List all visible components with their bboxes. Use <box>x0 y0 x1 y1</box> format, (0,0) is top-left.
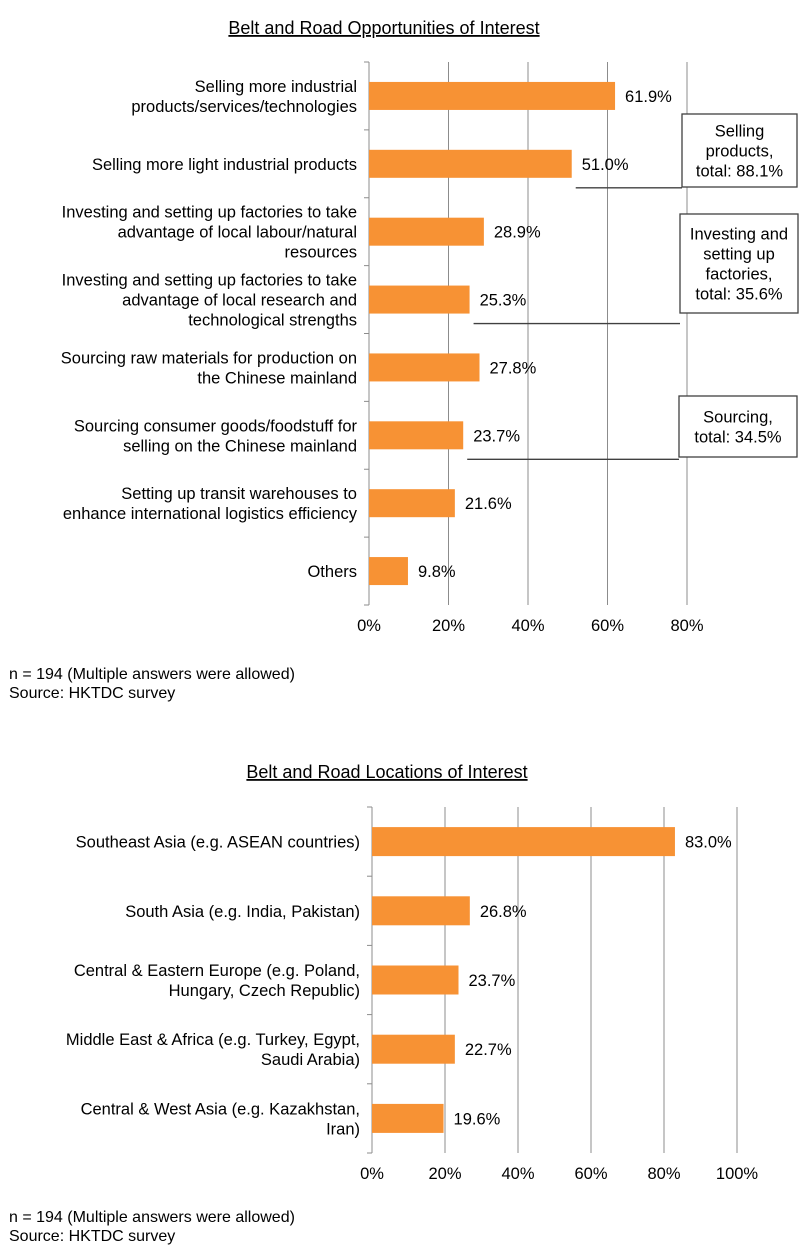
category-label-line: Iran) <box>326 1120 360 1138</box>
value-label: 23.7% <box>469 972 516 990</box>
category-label: Southeast Asia (e.g. ASEAN countries) <box>76 834 360 852</box>
x-tick-label: 40% <box>501 1165 534 1183</box>
x-tick-label: 80% <box>670 617 703 635</box>
category-label-line: technological strengths <box>188 312 357 330</box>
annotation-text: total: 35.6% <box>695 286 782 304</box>
category-label: Central & West Asia (e.g. Kazakhstan, Ira… <box>81 1100 360 1138</box>
category-label: Investing and setting up factories to ta… <box>62 272 357 330</box>
bar <box>372 827 675 857</box>
opportunities-sample-note: n = 194 (Multiple answers were allowed) <box>9 666 295 683</box>
annotation-text: products, <box>706 143 774 161</box>
value-label: 22.7% <box>465 1041 512 1059</box>
value-label: 19.6% <box>454 1110 501 1128</box>
locations-source-note: Source: HKTDC survey <box>9 1228 176 1245</box>
value-label: 25.3% <box>480 292 527 310</box>
category-label-line: enhance international logistics efficien… <box>63 505 358 523</box>
category-label: Selling more light industrial products <box>92 156 357 174</box>
annotation-text: total: 88.1% <box>696 163 783 181</box>
category-label-line: the Chinese mainland <box>197 369 357 387</box>
category-label-line: advantage of local labour/natural <box>118 224 357 242</box>
bar <box>372 896 470 926</box>
category-label-line: Sourcing consumer goods/foodstuff for <box>74 417 358 435</box>
locations-sample-note: n = 194 (Multiple answers were allowed) <box>9 1209 295 1226</box>
bar <box>369 489 455 518</box>
category-label-line: South Asia (e.g. India, Pakistan) <box>125 903 360 921</box>
x-tick-label: 0% <box>357 617 381 635</box>
chart-title: Belt and Road Locations of Interest <box>246 762 527 782</box>
category-label-line: Central & Eastern Europe (e.g. Poland, <box>74 962 360 980</box>
x-tick-label: 60% <box>591 617 624 635</box>
category-label: Middle East & Africa (e.g. Turkey, Egypt… <box>66 1031 360 1069</box>
annotation-text: Investing and <box>690 226 788 244</box>
category-label-line: selling on the Chinese mainland <box>123 437 357 455</box>
category-label: Central & Eastern Europe (e.g. Poland, Hu… <box>74 962 360 1000</box>
category-label-line: Hungary, Czech Republic) <box>169 982 360 1000</box>
annotation-box <box>678 395 798 458</box>
x-tick-label: 60% <box>574 1165 607 1183</box>
value-label: 28.9% <box>494 224 541 242</box>
value-label: 9.8% <box>418 563 456 581</box>
category-label: Setting up transit warehouses to enhance … <box>63 485 358 523</box>
locations-chart: Belt and Road Locations of Interest 0% 20%… <box>66 762 759 1183</box>
category-label-line: Investing and setting up factories to ta… <box>62 204 357 222</box>
bar <box>369 149 572 178</box>
category-label-line: Setting up transit warehouses to <box>121 485 357 503</box>
category-label-line: Others <box>307 563 357 581</box>
bar <box>369 557 408 586</box>
category-label-line: Middle East & Africa (e.g. Turkey, Egypt… <box>66 1031 360 1049</box>
category-label-line: Southeast Asia (e.g. ASEAN countries) <box>76 834 360 852</box>
annotation-text: total: 34.5% <box>694 429 781 447</box>
category-label-line: Central & West Asia (e.g. Kazakhstan, <box>81 1100 360 1118</box>
bar <box>372 965 459 995</box>
category-label-line: Sourcing raw materials for production on <box>61 349 357 367</box>
category-label: Selling more industrial products/services… <box>131 78 357 116</box>
opportunities-source-note: Source: HKTDC survey <box>9 685 176 702</box>
category-label: Others <box>307 563 357 581</box>
annotation-text: Selling <box>715 123 765 141</box>
annotation-box <box>679 213 799 314</box>
locations-notes: n = 194 (Multiple answers were allowed) … <box>9 1208 295 1246</box>
value-label: 26.8% <box>480 903 527 921</box>
opportunities-notes: n = 194 (Multiple answers were allowed) … <box>9 665 295 703</box>
x-tick-label: 0% <box>360 1165 384 1183</box>
category-label-line: products/services/technologies <box>131 98 357 116</box>
bar <box>369 285 470 314</box>
annotation-text: setting up <box>703 246 775 264</box>
value-label: 51.0% <box>582 156 629 174</box>
bar <box>369 217 484 246</box>
bar <box>369 421 464 450</box>
value-label: 23.7% <box>473 427 520 445</box>
category-label-line: Saudi Arabia) <box>261 1051 360 1069</box>
category-label-line: advantage of local research and <box>122 292 357 310</box>
annotation-text: factories, <box>706 266 773 284</box>
bar <box>369 353 480 382</box>
annotation-text: Sourcing, <box>703 409 773 427</box>
annotation-box <box>681 113 798 188</box>
bar <box>372 1034 455 1064</box>
value-label: 61.9% <box>625 88 672 106</box>
category-label-line: resources <box>285 244 357 262</box>
value-label: 83.0% <box>685 834 732 852</box>
opportunities-chart: Belt and Road Opportunities of Interest 0… <box>61 18 799 635</box>
x-tick-label: 20% <box>432 617 465 635</box>
category-label-line: Selling more light industrial products <box>92 156 357 174</box>
x-tick-label: 40% <box>511 617 544 635</box>
category-label-line: Selling more industrial <box>195 78 357 96</box>
bar <box>369 81 616 110</box>
category-label: Investing and setting up factories to ta… <box>62 204 357 262</box>
x-tick-label: 20% <box>428 1165 461 1183</box>
category-label: South Asia (e.g. India, Pakistan) <box>125 903 360 921</box>
bar <box>372 1103 444 1133</box>
x-tick-label: 100% <box>716 1165 759 1183</box>
value-label: 21.6% <box>465 495 512 513</box>
category-label-line: Investing and setting up factories to ta… <box>62 272 357 290</box>
category-label: Sourcing consumer goods/foodstuff for sel… <box>74 417 358 455</box>
chart-title: Belt and Road Opportunities of Interest <box>228 18 539 38</box>
category-label: Sourcing raw materials for production on… <box>61 349 357 387</box>
value-label: 27.8% <box>490 359 537 377</box>
x-tick-label: 80% <box>647 1165 680 1183</box>
